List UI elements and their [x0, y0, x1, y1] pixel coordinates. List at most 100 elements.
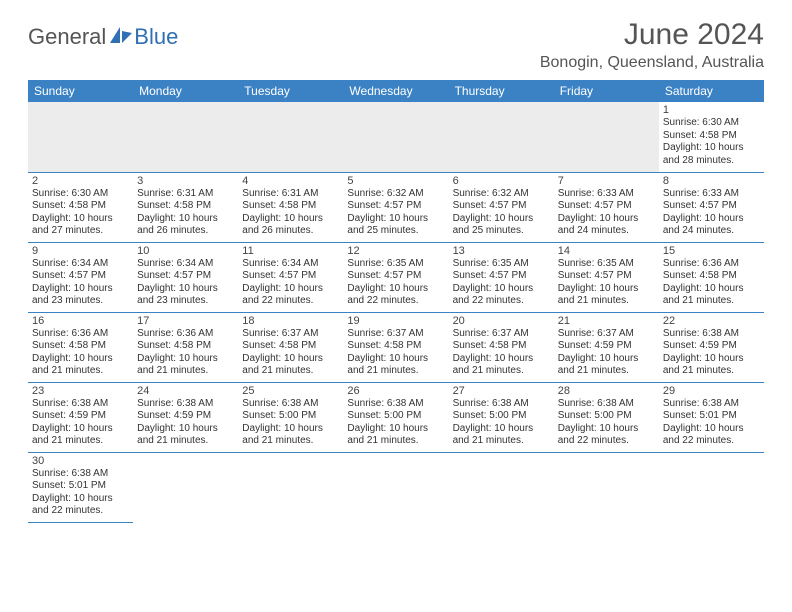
calendar-cell: 12Sunrise: 6:35 AMSunset: 4:57 PMDayligh…	[343, 242, 448, 312]
sunset-text: Sunset: 4:59 PM	[137, 410, 234, 423]
day-header: Friday	[554, 80, 659, 102]
daylight-text: and 23 minutes.	[137, 295, 234, 308]
daylight-text: and 22 minutes.	[347, 295, 444, 308]
daylight-text: and 22 minutes.	[32, 505, 129, 518]
daylight-text: and 21 minutes.	[137, 435, 234, 448]
calendar-cell	[133, 102, 238, 172]
sunrise-text: Sunrise: 6:34 AM	[242, 258, 339, 271]
daylight-text: and 22 minutes.	[453, 295, 550, 308]
daylight-text: Daylight: 10 hours	[347, 353, 444, 366]
calendar-row: 30Sunrise: 6:38 AMSunset: 5:01 PMDayligh…	[28, 452, 764, 522]
daylight-text: and 21 minutes.	[242, 435, 339, 448]
daylight-text: Daylight: 10 hours	[137, 423, 234, 436]
calendar-table: Sunday Monday Tuesday Wednesday Thursday…	[28, 80, 764, 523]
sunset-text: Sunset: 5:00 PM	[558, 410, 655, 423]
calendar-cell	[238, 452, 343, 522]
logo-text-blue: Blue	[134, 24, 178, 50]
daylight-text: Daylight: 10 hours	[663, 283, 760, 296]
day-header: Tuesday	[238, 80, 343, 102]
calendar-cell: 29Sunrise: 6:38 AMSunset: 5:01 PMDayligh…	[659, 382, 764, 452]
daylight-text: Daylight: 10 hours	[453, 423, 550, 436]
calendar-cell: 22Sunrise: 6:38 AMSunset: 4:59 PMDayligh…	[659, 312, 764, 382]
calendar-row: 9Sunrise: 6:34 AMSunset: 4:57 PMDaylight…	[28, 242, 764, 312]
day-number: 15	[663, 245, 760, 257]
calendar-cell: 20Sunrise: 6:37 AMSunset: 4:58 PMDayligh…	[449, 312, 554, 382]
daylight-text: Daylight: 10 hours	[242, 213, 339, 226]
daylight-text: and 22 minutes.	[663, 435, 760, 448]
sunset-text: Sunset: 4:58 PM	[242, 340, 339, 353]
daylight-text: Daylight: 10 hours	[558, 283, 655, 296]
sunrise-text: Sunrise: 6:33 AM	[558, 188, 655, 201]
calendar-cell: 4Sunrise: 6:31 AMSunset: 4:58 PMDaylight…	[238, 172, 343, 242]
sunset-text: Sunset: 4:57 PM	[453, 270, 550, 283]
sunset-text: Sunset: 5:00 PM	[347, 410, 444, 423]
day-number: 13	[453, 245, 550, 257]
sunset-text: Sunset: 4:58 PM	[663, 270, 760, 283]
day-number: 30	[32, 455, 129, 467]
day-header: Thursday	[449, 80, 554, 102]
daylight-text: and 21 minutes.	[663, 365, 760, 378]
calendar-cell	[554, 452, 659, 522]
day-number: 22	[663, 315, 760, 327]
sunset-text: Sunset: 4:58 PM	[347, 340, 444, 353]
daylight-text: Daylight: 10 hours	[137, 283, 234, 296]
day-number: 20	[453, 315, 550, 327]
day-number: 2	[32, 175, 129, 187]
calendar-row: 1Sunrise: 6:30 AMSunset: 4:58 PMDaylight…	[28, 102, 764, 172]
daylight-text: Daylight: 10 hours	[558, 213, 655, 226]
daylight-text: and 21 minutes.	[32, 435, 129, 448]
day-number: 10	[137, 245, 234, 257]
sunset-text: Sunset: 4:58 PM	[453, 340, 550, 353]
daylight-text: and 21 minutes.	[453, 365, 550, 378]
sunrise-text: Sunrise: 6:36 AM	[32, 328, 129, 341]
calendar-cell: 5Sunrise: 6:32 AMSunset: 4:57 PMDaylight…	[343, 172, 448, 242]
calendar-cell: 13Sunrise: 6:35 AMSunset: 4:57 PMDayligh…	[449, 242, 554, 312]
sunrise-text: Sunrise: 6:32 AM	[453, 188, 550, 201]
calendar-cell	[449, 102, 554, 172]
calendar-cell	[28, 102, 133, 172]
sunset-text: Sunset: 4:57 PM	[242, 270, 339, 283]
calendar-cell	[133, 452, 238, 522]
calendar-cell: 16Sunrise: 6:36 AMSunset: 4:58 PMDayligh…	[28, 312, 133, 382]
sunrise-text: Sunrise: 6:37 AM	[242, 328, 339, 341]
calendar-cell: 19Sunrise: 6:37 AMSunset: 4:58 PMDayligh…	[343, 312, 448, 382]
calendar-cell: 15Sunrise: 6:36 AMSunset: 4:58 PMDayligh…	[659, 242, 764, 312]
calendar-cell: 25Sunrise: 6:38 AMSunset: 5:00 PMDayligh…	[238, 382, 343, 452]
calendar-row: 23Sunrise: 6:38 AMSunset: 4:59 PMDayligh…	[28, 382, 764, 452]
sunset-text: Sunset: 5:00 PM	[242, 410, 339, 423]
sunrise-text: Sunrise: 6:31 AM	[242, 188, 339, 201]
daylight-text: Daylight: 10 hours	[32, 423, 129, 436]
day-header: Sunday	[28, 80, 133, 102]
daylight-text: Daylight: 10 hours	[242, 283, 339, 296]
sunset-text: Sunset: 4:57 PM	[558, 200, 655, 213]
sunrise-text: Sunrise: 6:38 AM	[347, 398, 444, 411]
sunset-text: Sunset: 4:58 PM	[242, 200, 339, 213]
sunrise-text: Sunrise: 6:37 AM	[558, 328, 655, 341]
sunset-text: Sunset: 4:59 PM	[558, 340, 655, 353]
daylight-text: Daylight: 10 hours	[663, 142, 760, 155]
day-number: 8	[663, 175, 760, 187]
header: General Blue June 2024 Bonogin, Queensla…	[28, 18, 764, 72]
day-number: 1	[663, 104, 760, 116]
sunset-text: Sunset: 4:57 PM	[453, 200, 550, 213]
day-number: 29	[663, 385, 760, 397]
daylight-text: Daylight: 10 hours	[453, 353, 550, 366]
calendar-cell: 21Sunrise: 6:37 AMSunset: 4:59 PMDayligh…	[554, 312, 659, 382]
sunset-text: Sunset: 4:58 PM	[137, 340, 234, 353]
sunrise-text: Sunrise: 6:38 AM	[32, 468, 129, 481]
day-number: 5	[347, 175, 444, 187]
day-number: 9	[32, 245, 129, 257]
sunset-text: Sunset: 4:59 PM	[32, 410, 129, 423]
title-block: June 2024 Bonogin, Queensland, Australia	[540, 18, 764, 72]
sunset-text: Sunset: 4:57 PM	[347, 270, 444, 283]
daylight-text: Daylight: 10 hours	[32, 213, 129, 226]
daylight-text: Daylight: 10 hours	[663, 353, 760, 366]
calendar-cell: 24Sunrise: 6:38 AMSunset: 4:59 PMDayligh…	[133, 382, 238, 452]
logo-text-general: General	[28, 24, 106, 50]
day-number: 12	[347, 245, 444, 257]
sunrise-text: Sunrise: 6:33 AM	[663, 188, 760, 201]
daylight-text: and 21 minutes.	[137, 365, 234, 378]
sunrise-text: Sunrise: 6:38 AM	[242, 398, 339, 411]
calendar-cell	[554, 102, 659, 172]
daylight-text: and 22 minutes.	[558, 435, 655, 448]
